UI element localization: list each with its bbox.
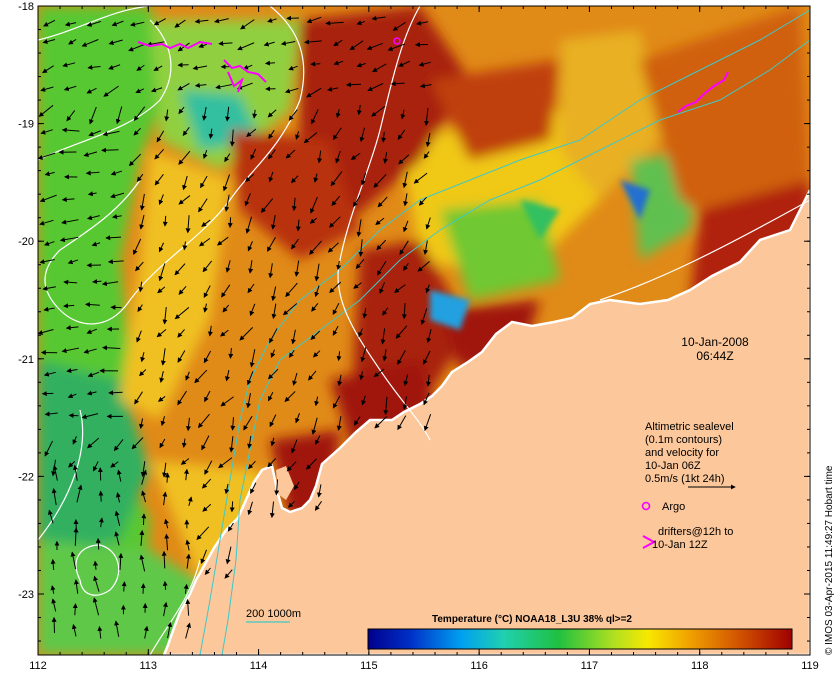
argo-legend-icon [641,501,651,511]
lon-tick-label: 117 [581,660,599,672]
colorbar: Temperature (°C) NOAA18_L3U 38% ql>=2 24… [367,614,793,672]
sealevel-contours [38,6,810,655]
legend-line-1: Altimetric sealevel [645,421,734,433]
colorbar-tick-label: 30 [754,660,766,672]
lon-tick-label: 113 [140,660,158,672]
argo-legend-label: Argo [662,501,685,513]
colorbar-tick-label: 24 [394,660,406,672]
colorbar-title: Temperature (°C) NOAA18_L3U 38% ql>=2 [432,614,632,625]
lon-tick-label: 118 [691,660,709,672]
lat-tick-label: -19 [18,119,34,131]
sst-field: 10-Jan-2008 06:44Z Altimetric sealevel (… [38,6,810,672]
lon-tick-label: 112 [29,660,47,672]
drifter-legend-icon [642,535,657,549]
colorbar-tick-label: 25 [454,660,466,672]
date-label: 10-Jan-2008 [681,335,749,349]
isobath-legend: 200 1000m [246,608,301,623]
lon-tick-label: 116 [470,660,488,672]
time-label: 06:44Z [696,349,733,363]
drifter-legend-label-1: drifters@12h to [658,526,733,538]
drifter-legend: drifters@12h to 10-Jan 12Z [642,526,733,551]
legend-line-4: 10-Jan 06Z [645,460,701,472]
map-frame [37,5,811,656]
velocity-legend: Altimetric sealevel (0.1m contours) and … [645,421,736,490]
velocity-arrows [38,15,432,639]
drifter-legend-label-2: 10-Jan 12Z [652,539,708,551]
colorbar-gradient [367,628,793,650]
drifter-tracks [137,40,729,113]
legend-line-5: 0.5m/s (1kt 24h) [645,473,724,485]
lat-tick-label: -20 [18,236,34,248]
lat-tick-label: -21 [18,354,34,366]
argo-float-marker [393,37,401,45]
colorbar-tick-label: 26 [514,660,526,672]
colorbar-tick-label: 28 [634,660,646,672]
legend-line-3: and velocity for [645,447,719,459]
isobath-legend-label: 200 1000m [246,608,301,620]
lon-tick-label: 114 [250,660,268,672]
lat-tick-label: -22 [18,471,34,483]
lon-tick-label: 115 [360,660,378,672]
lon-tick-label: 119 [801,660,819,672]
argo-legend: Argo [641,501,685,513]
lat-tick-label: -23 [18,589,34,601]
lat-tick-label: -18 [18,1,34,13]
credit-label: © IMOS 03-Apr-2015 11:49:27 Hobart time [824,465,835,655]
legend-line-2: (0.1m contours) [645,434,722,446]
